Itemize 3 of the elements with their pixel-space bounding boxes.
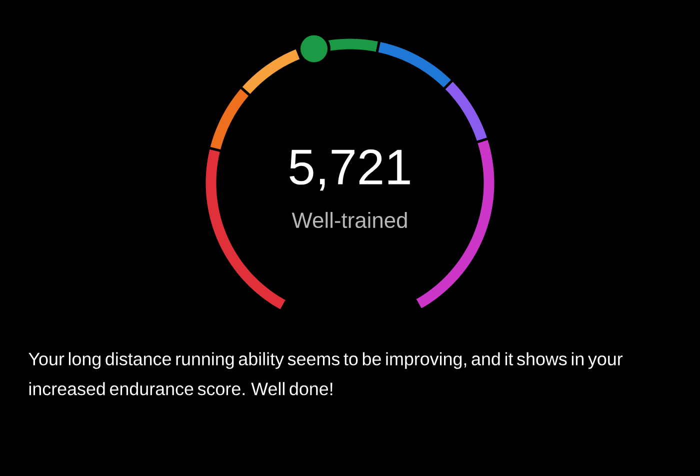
text: Well-trained (292, 212, 407, 228)
text: 5,721 (290, 149, 410, 191)
text: Your long distance running ability seems to be improving, and it shows in your increased endurance score. Well done! (28, 352, 623, 396)
